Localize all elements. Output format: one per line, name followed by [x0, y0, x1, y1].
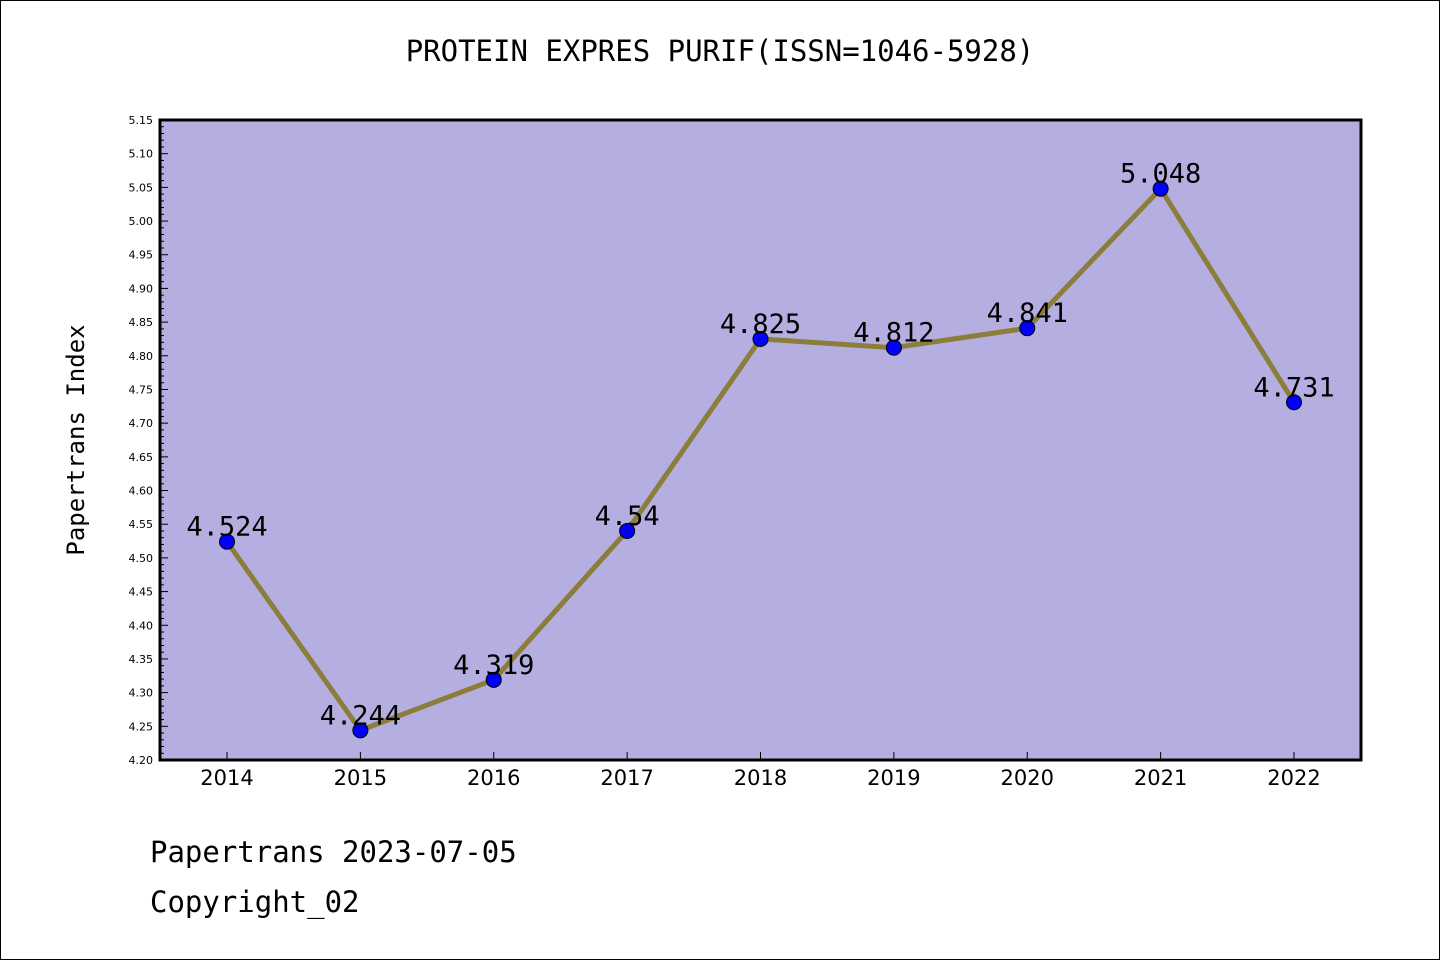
y-tick-label: 4.80 — [129, 350, 154, 363]
footer-date: Papertrans 2023-07-05 — [150, 835, 517, 869]
x-tick-label: 2017 — [600, 766, 653, 790]
data-label: 4.731 — [1253, 372, 1334, 403]
data-point — [619, 522, 636, 539]
y-tick-label: 4.55 — [129, 518, 154, 531]
data-label: 4.812 — [853, 318, 934, 349]
data-label: 4.524 — [186, 512, 267, 543]
y-tick-label: 4.25 — [129, 720, 154, 733]
x-tick-label: 2018 — [734, 766, 787, 790]
y-tick-label: 4.30 — [129, 687, 154, 700]
y-tick-label: 5.05 — [129, 181, 154, 194]
data-point — [485, 671, 502, 688]
y-tick-label: 4.45 — [129, 586, 154, 599]
y-tick-label: 4.50 — [129, 552, 154, 565]
data-point — [885, 339, 902, 356]
footer-copyright: Copyright_02 — [150, 885, 360, 919]
plot-background — [160, 120, 1361, 760]
y-tick-label: 5.00 — [129, 215, 154, 228]
data-point — [752, 330, 769, 347]
y-tick-label: 5.15 — [129, 114, 154, 127]
x-tick-label: 2014 — [200, 766, 253, 790]
y-tick-label: 4.60 — [129, 485, 154, 498]
x-tick-label: 2019 — [867, 766, 920, 790]
y-tick-label: 4.65 — [129, 451, 154, 464]
y-tick-label: 4.75 — [129, 383, 154, 396]
y-tick-label: 4.20 — [129, 754, 154, 767]
x-tick-label: 2022 — [1267, 766, 1320, 790]
y-tick-label: 4.35 — [129, 653, 154, 666]
data-label: 5.048 — [1120, 159, 1201, 190]
data-point — [1286, 394, 1302, 411]
y-tick-label: 4.85 — [129, 316, 154, 329]
x-tick-label: 2015 — [334, 766, 387, 790]
y-tick-label: 4.70 — [129, 417, 154, 430]
data-point — [219, 533, 235, 550]
data-label: 4.244 — [320, 700, 401, 731]
y-tick-label: 4.40 — [129, 619, 154, 632]
y-axis-label: Papertrans Index — [62, 324, 90, 555]
data-label: 4.841 — [987, 298, 1068, 329]
x-tick-label: 2021 — [1134, 766, 1187, 790]
data-point — [1019, 320, 1036, 337]
data-label: 4.825 — [720, 309, 801, 340]
y-tick-label: 4.95 — [129, 249, 154, 262]
x-tick-label: 2016 — [467, 766, 520, 790]
y-tick-label: 5.10 — [129, 148, 154, 161]
chart-title: PROTEIN EXPRES PURIF(ISSN=1046-5928) — [405, 34, 1035, 68]
data-point — [352, 722, 369, 739]
data-label: 4.319 — [453, 650, 534, 681]
plot-border — [158, 118, 1363, 762]
y-tick-label: 4.90 — [129, 282, 154, 295]
data-label: 4.54 — [595, 501, 660, 532]
x-tick-label: 2020 — [1001, 766, 1054, 790]
data-point — [1152, 180, 1169, 197]
